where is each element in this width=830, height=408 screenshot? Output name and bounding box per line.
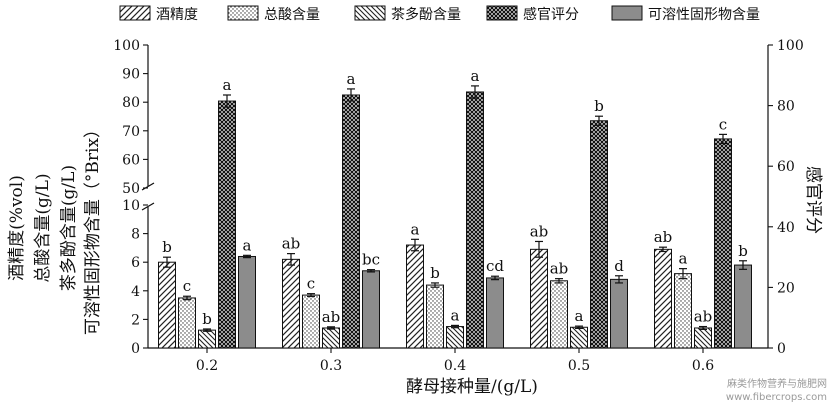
- y-right-tick-label: 80: [777, 99, 795, 115]
- bar-mark: [178, 297, 196, 349]
- legend-swatch: [119, 5, 151, 21]
- bar-mark: [486, 277, 504, 349]
- y-left-tick-label: 50: [122, 181, 140, 197]
- bar-mark: [342, 94, 360, 349]
- significance-letter: a: [451, 306, 460, 324]
- y-left-tick-label: 4: [131, 284, 140, 300]
- y-left-tick-label: 10: [122, 198, 140, 214]
- significance-letter: b: [738, 242, 748, 260]
- significance-letter: cd: [486, 257, 504, 275]
- legend-swatch: [227, 5, 259, 21]
- legend-label: 可溶性固形物含量: [648, 7, 760, 23]
- axis-break-mark-lower: [141, 202, 155, 211]
- y-left-tick-label: 80: [122, 95, 140, 111]
- bar-mark: [426, 284, 444, 349]
- legend-label: 总酸含量: [264, 7, 320, 23]
- significance-letter: c: [183, 277, 191, 295]
- significance-letter: bc: [362, 251, 380, 269]
- bar-mark: [466, 91, 484, 349]
- y-right-tick-label: 0: [777, 341, 786, 357]
- bar-mark: [406, 244, 424, 349]
- y-left-tick-label: 60: [122, 152, 140, 168]
- legend-label: 酒精度: [156, 7, 198, 23]
- x-tick-label: 0.2: [196, 358, 218, 374]
- bar-mark: [302, 294, 320, 349]
- y-left-tick-label: 90: [122, 67, 140, 83]
- y-left-tick-label: 6: [131, 255, 140, 271]
- bar-mark: [238, 255, 256, 349]
- significance-letter: ab: [694, 308, 713, 326]
- watermark-line-1: 麻类作物营养与施肥网: [727, 377, 827, 390]
- significance-letter: ab: [654, 228, 673, 246]
- bar-mark: [590, 120, 608, 349]
- significance-letter: b: [430, 264, 440, 282]
- bar-mark: [570, 326, 588, 349]
- y-axis-title-right: 感官评分: [803, 166, 823, 234]
- legend-swatch: [611, 5, 643, 21]
- x-tick-label: 0.6: [692, 358, 714, 374]
- significance-letter: a: [347, 70, 356, 88]
- bar-mark: [322, 327, 340, 349]
- significance-letter: a: [411, 220, 420, 238]
- legend: 酒精度 总酸含量 茶多酚含量 感官评分 可溶性固形物含量: [119, 5, 760, 23]
- significance-letter: a: [575, 307, 584, 325]
- significance-letter: d: [614, 257, 624, 275]
- legend-label: 茶多酚含量: [391, 6, 461, 23]
- y-axis-title-left-line-3: 茶多酚含量(g/L): [59, 165, 79, 291]
- bar-mark: [674, 273, 692, 349]
- y-axis-title-left-line-4: 可溶性固形物含量（°Brix）: [83, 121, 103, 335]
- y-left-tick-label: 70: [122, 124, 140, 140]
- y-left-tick-label: 8: [131, 227, 140, 243]
- y-left-tick-label: 0: [131, 341, 140, 357]
- bar-mark: [714, 138, 732, 349]
- significance-letter: c: [307, 275, 315, 293]
- bar-mark: [446, 326, 464, 349]
- significance-letter: a: [471, 67, 480, 85]
- y-right-tick-label: 60: [777, 159, 795, 175]
- bar-mark: [610, 278, 628, 349]
- bar-mark: [282, 258, 300, 349]
- bar-mark: [362, 270, 380, 349]
- significance-letter: c: [719, 115, 727, 133]
- legend-swatch: [486, 5, 518, 21]
- legend-label: 感官评分: [523, 6, 579, 23]
- significance-letter: b: [202, 310, 212, 328]
- bar-mark: [198, 329, 216, 349]
- x-axis-title: 酵母接种量/(g/L): [406, 377, 538, 397]
- x-tick-label: 0.4: [444, 358, 466, 374]
- watermark-line-2: www.fibercrops.com: [726, 392, 827, 403]
- significance-letter: a: [223, 76, 232, 94]
- bar-mark: [218, 100, 236, 349]
- x-tick-label: 0.5: [568, 358, 590, 374]
- significance-letter: b: [594, 97, 604, 115]
- bar-mark: [158, 261, 176, 349]
- y-left-tick-label: 2: [131, 312, 140, 328]
- y-axis-title-left: 酒精度(%vol) 总酸含量(g/L) 茶多酚含量(g/L) 可溶性固形物含量（…: [7, 121, 103, 335]
- significance-letter: ab: [322, 308, 341, 326]
- significance-letter: b: [162, 238, 172, 256]
- bar-mark: [530, 248, 548, 349]
- axis-break-mark-upper: [141, 182, 155, 191]
- y-axis-title-left-line-1: 酒精度(%vol): [7, 175, 27, 281]
- significance-letter: ab: [282, 235, 301, 253]
- significance-letter: ab: [550, 260, 569, 278]
- bar-mark: [734, 264, 752, 349]
- significance-letter: a: [243, 236, 252, 254]
- legend-swatch: [354, 5, 386, 21]
- bar-mark: [550, 280, 568, 349]
- significance-letter: a: [679, 250, 688, 268]
- bar-mark: [694, 327, 712, 349]
- y-axis-title-left-line-2: 总酸含量(g/L): [33, 173, 53, 282]
- y-right-tick-label: 100: [777, 38, 804, 54]
- significance-letter: ab: [530, 222, 549, 240]
- x-tick-label: 0.3: [320, 358, 342, 374]
- y-left-tick-label: 100: [113, 38, 140, 54]
- bar-mark: [654, 248, 672, 349]
- y-right-tick-label: 20: [777, 280, 795, 296]
- y-right-tick-label: 40: [777, 220, 795, 236]
